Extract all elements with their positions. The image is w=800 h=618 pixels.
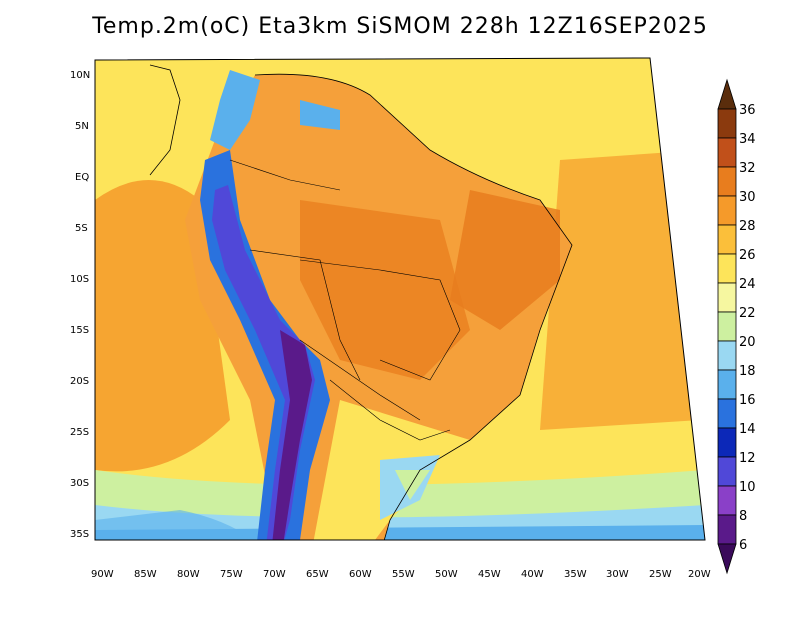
lon-label: 75W xyxy=(220,569,243,580)
lon-label: 70W xyxy=(263,569,286,580)
colorbar-label: 14 xyxy=(739,422,756,437)
colorbar-swatch xyxy=(717,340,737,371)
lat-label: 15S xyxy=(70,325,89,336)
lat-label: 35S xyxy=(70,529,89,540)
colorbar-swatch xyxy=(717,311,737,342)
colorbar-top-arrow xyxy=(717,78,737,110)
longitude-labels: 90W 85W 80W 75W 70W 65W 60W 55W 50W 45W … xyxy=(91,569,711,580)
colorbar-swatch xyxy=(717,282,737,313)
lon-label: 65W xyxy=(306,569,329,580)
latitude-labels: 10N 5N EQ 5S 10S 15S 20S 25S 30S 35S xyxy=(70,70,90,540)
lat-label: 10N xyxy=(70,70,90,81)
lat-label: 10S xyxy=(70,274,89,285)
colorbar-label: 16 xyxy=(739,393,756,408)
colorbar-swatch xyxy=(717,398,737,429)
lon-label: 60W xyxy=(349,569,372,580)
colorbar-label: 34 xyxy=(739,132,756,147)
colorbar-label: 10 xyxy=(739,480,756,495)
colorbar-swatch xyxy=(717,427,737,458)
lon-label: 35W xyxy=(564,569,587,580)
lat-label: 20S xyxy=(70,376,89,387)
colorbar-label: 24 xyxy=(739,277,756,292)
temperature-field xyxy=(95,58,705,540)
lat-label: 5S xyxy=(75,223,88,234)
lat-label: EQ xyxy=(75,172,89,183)
lon-label: 90W xyxy=(91,569,114,580)
colorbar-label: 6 xyxy=(739,538,747,553)
lon-label: 80W xyxy=(177,569,200,580)
lon-label: 25W xyxy=(649,569,672,580)
lon-label: 40W xyxy=(521,569,544,580)
colorbar-swatch xyxy=(717,195,737,226)
lon-label: 85W xyxy=(134,569,157,580)
colorbar: 36 34 32 30 28 26 24 22 20 18 16 14 12 10 8 6 xyxy=(717,78,756,575)
colorbar-swatch xyxy=(717,485,737,516)
lon-label: 30W xyxy=(606,569,629,580)
colorbar-swatch xyxy=(717,137,737,168)
colorbar-swatch xyxy=(717,166,737,197)
colorbar-swatch xyxy=(717,108,737,139)
colorbar-swatch xyxy=(717,369,737,400)
lon-label: 20W xyxy=(688,569,711,580)
lon-label: 50W xyxy=(435,569,458,580)
lat-label: 30S xyxy=(70,478,89,489)
colorbar-swatch xyxy=(717,456,737,487)
lon-label: 55W xyxy=(392,569,415,580)
lon-label: 45W xyxy=(478,569,501,580)
colorbar-label: 32 xyxy=(739,161,756,176)
colorbar-label: 22 xyxy=(739,306,756,321)
colorbar-label: 20 xyxy=(739,335,756,350)
colorbar-swatch xyxy=(717,514,737,545)
map-title: Temp.2m(oC) Eta3km SiSMOM 228h 12Z16SEP2… xyxy=(92,14,708,39)
colorbar-swatch xyxy=(717,224,737,255)
colorbar-label: 12 xyxy=(739,451,756,466)
colorbar-bottom-arrow xyxy=(717,543,737,575)
colorbar-swatch xyxy=(717,253,737,284)
map-frame xyxy=(94,57,706,541)
colorbar-label: 26 xyxy=(739,248,756,263)
colorbar-label: 18 xyxy=(739,364,756,379)
lat-label: 25S xyxy=(70,427,89,438)
lat-label: 5N xyxy=(75,121,89,132)
colorbar-label: 28 xyxy=(739,219,756,234)
colorbar-label: 30 xyxy=(739,190,756,205)
colorbar-label: 36 xyxy=(739,103,756,118)
colorbar-label: 8 xyxy=(739,509,747,524)
